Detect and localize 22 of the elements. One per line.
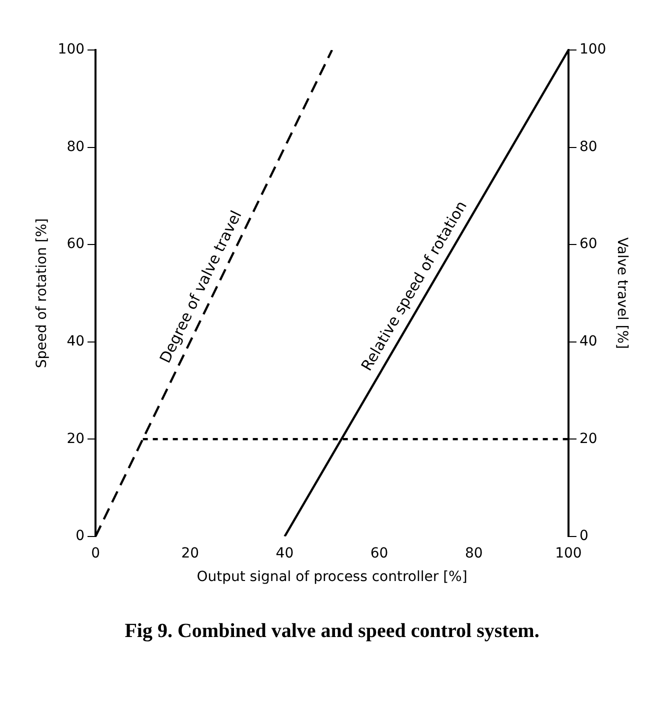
y2-tick-label: 40	[579, 333, 598, 350]
y-axis-title: Speed of rotation [%]	[34, 218, 50, 368]
y2-tick-label: 60	[579, 236, 598, 252]
x-tick-label: 40	[276, 545, 294, 562]
y2-axis-title: Valve travel [%]	[614, 237, 630, 350]
y-tick-label: 20	[66, 430, 85, 447]
y-tick-label: 0	[76, 528, 85, 544]
x-tick-label: 0	[91, 545, 100, 562]
y2-tick-label: 0	[579, 528, 588, 544]
y-tick-label: 80	[66, 138, 85, 155]
x-tick-label: 100	[555, 545, 582, 562]
text: Fig 9. Combined valve and speed control system.	[124, 620, 540, 642]
x-tick-label: 20	[181, 545, 200, 562]
x-axis-title: Output signal of process controller [%]	[196, 569, 468, 586]
y-tick-label: 40	[66, 333, 85, 350]
x-tick-label: 80	[464, 545, 483, 562]
y2-tick-label: 100	[579, 42, 606, 58]
y2-tick-label: 80	[579, 138, 598, 155]
y-tick-label: 100	[58, 42, 85, 58]
y2-tick-label: 20	[579, 430, 598, 447]
x-tick-label: 60	[370, 545, 388, 562]
y-tick-label: 60	[66, 236, 85, 252]
